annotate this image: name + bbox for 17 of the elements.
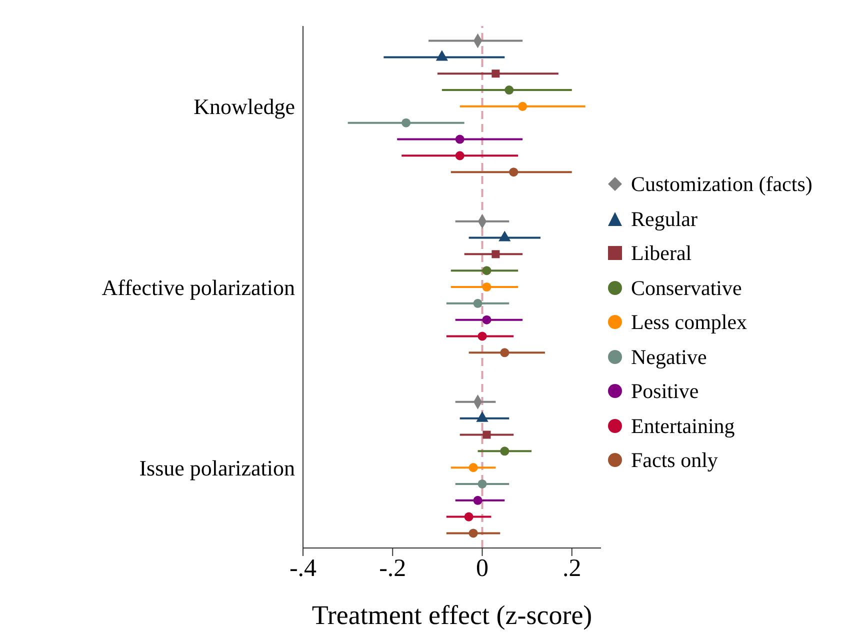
- legend-label: Negative: [631, 344, 707, 370]
- x-axis-title: Treatment effect (z-score): [312, 600, 592, 630]
- y-tick-label: Affective polarization: [102, 274, 295, 300]
- legend-label: Positive: [631, 378, 699, 405]
- y-tick-label: Knowledge: [194, 94, 295, 120]
- legend-label: Less complex: [631, 309, 748, 336]
- x-tick-label: -.4: [289, 554, 318, 582]
- x-tick-label: 0: [476, 554, 488, 582]
- legend-label: Conservative: [631, 274, 742, 302]
- y-tick-label: Issue polarization: [139, 455, 295, 480]
- legend-label: Liberal: [631, 240, 692, 267]
- legend-label: Regular: [631, 206, 698, 232]
- x-tick-label: .2: [562, 554, 582, 582]
- x-tick-label: -.2: [379, 554, 406, 582]
- legend-label: Facts only: [631, 447, 718, 474]
- legend-label: Customization (facts): [631, 171, 812, 198]
- legend-label: Entertaining: [631, 412, 735, 440]
